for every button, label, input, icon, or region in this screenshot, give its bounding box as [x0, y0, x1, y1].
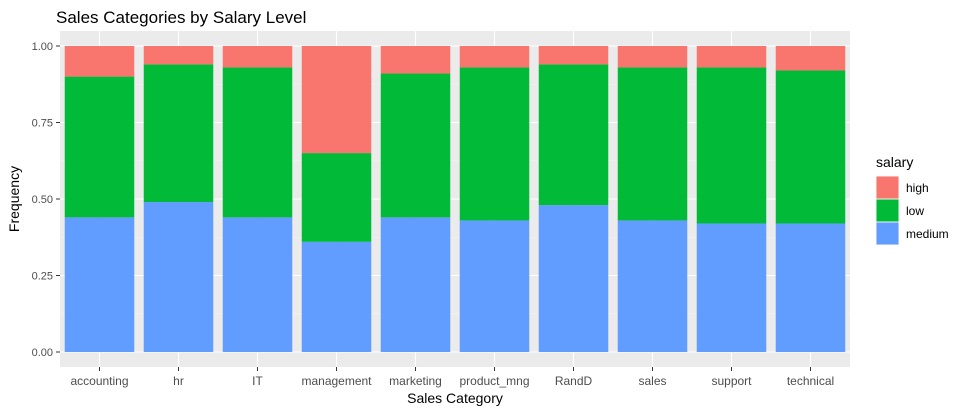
- bar-segment-high: [538, 46, 609, 65]
- legend-label-low: low: [906, 204, 924, 218]
- x-tick-label: hr: [173, 374, 184, 388]
- bar-segment-medium: [696, 223, 767, 352]
- legend-title: salary: [876, 154, 913, 170]
- bar-segment-high: [696, 46, 767, 68]
- bar-segment-low: [617, 67, 688, 221]
- legend: salary high low medium: [876, 154, 949, 245]
- bar-segment-medium: [222, 217, 293, 352]
- legend-label-high: high: [906, 181, 929, 195]
- legend-swatch-low: [876, 199, 899, 222]
- legend-label-medium: medium: [906, 227, 949, 241]
- x-tick-label: support: [711, 374, 752, 388]
- bar-segment-high: [301, 46, 372, 154]
- bar-segment-high: [64, 46, 135, 77]
- bar-segment-high: [380, 46, 451, 74]
- y-tick-label: 0.25: [32, 271, 53, 283]
- x-axis-title: Sales Category: [407, 390, 503, 406]
- bar-segment-medium: [301, 241, 372, 352]
- y-tick-label: 1.00: [32, 41, 53, 53]
- y-axis-title: Frequency: [6, 166, 22, 232]
- bars-layer: [64, 46, 846, 352]
- y-tick-label: 0.00: [32, 347, 53, 359]
- x-tick-label: marketing: [389, 374, 442, 388]
- bar-segment-low: [775, 70, 846, 224]
- chart-title: Sales Categories by Salary Level: [56, 8, 306, 27]
- bar-segment-medium: [143, 202, 214, 352]
- x-tick-label: technical: [787, 374, 834, 388]
- bar-segment-medium: [380, 217, 451, 352]
- bar-segment-medium: [459, 220, 530, 352]
- bar-segment-high: [459, 46, 530, 68]
- bar-segment-low: [222, 67, 293, 218]
- x-tick-label: management: [301, 374, 372, 388]
- x-tick-label: sales: [638, 374, 666, 388]
- x-axis: accounting hr IT management marketing product…: [70, 367, 834, 388]
- x-tick-label: product_mng: [459, 374, 529, 388]
- bar-segment-high: [222, 46, 293, 68]
- bar-segment-medium: [538, 205, 609, 352]
- bar-segment-low: [143, 64, 214, 203]
- y-tick-label: 0.50: [32, 194, 53, 206]
- y-axis: 0.00 0.25 0.50 0.75 1.00: [32, 41, 60, 359]
- bar-segment-medium: [64, 217, 135, 352]
- legend-swatch-high: [876, 176, 899, 199]
- bar-segment-low: [64, 76, 135, 218]
- bar-segment-high: [143, 46, 214, 65]
- legend-swatch-medium: [876, 222, 899, 245]
- bar-segment-medium: [617, 220, 688, 352]
- x-tick-label: RandD: [555, 374, 593, 388]
- x-tick-label: IT: [252, 374, 263, 388]
- bar-segment-low: [459, 67, 530, 221]
- bar-segment-low: [538, 64, 609, 206]
- y-tick-label: 0.75: [32, 118, 53, 130]
- bar-segment-low: [301, 153, 372, 242]
- x-tick-label: accounting: [70, 374, 128, 388]
- bar-segment-low: [380, 73, 451, 218]
- bar-segment-high: [775, 46, 846, 71]
- bar-segment-medium: [775, 223, 846, 352]
- bar-segment-low: [696, 67, 767, 224]
- bar-segment-high: [617, 46, 688, 68]
